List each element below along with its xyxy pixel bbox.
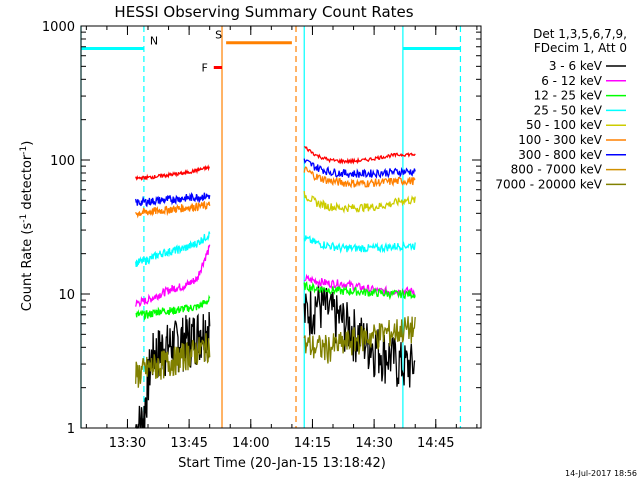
render-timestamp: 14-Jul-2017 18:56 [565,469,637,478]
legend-label-3: 25 - 50 keV [534,103,603,117]
y-axis-label: Count Rate (s-1 detector-1) [19,141,35,312]
y-axis-label-sup-2: -1 [19,146,29,155]
y-axis-label-main: Count Rate (s [20,223,35,312]
y-tick-label-1: 10 [58,288,75,303]
x-tick-label-2: 14:00 [232,436,269,451]
series-line-3-1 [303,235,416,254]
x-tick-label-3: 14:15 [294,436,331,451]
y-tick-label-3: 1000 [42,20,75,35]
legend-label-0: 3 - 6 keV [549,59,603,73]
legend-label-4: 50 - 100 keV [526,118,603,132]
series-line-2-1 [303,281,416,301]
series-line-0-1 [303,283,416,388]
series-line-5-1 [303,166,416,189]
series-line-6-0 [135,191,211,208]
plot-frame [80,25,482,429]
plot-area: N S F 1 10 100 1000 13:30 13:45 14:00 14:15 14:30 14… [42,20,482,451]
legend-header-line-1: Det 1,3,5,6,7,9, [533,27,627,41]
legend-label-8: 7000 - 20000 keV [495,177,602,191]
y-axis-label-sup-1: -1 [19,214,29,223]
series-line-2-0 [135,294,211,321]
y-tick-label-2: 100 [50,154,75,169]
series-line-red-top-0 [135,164,210,181]
series-line-6-1 [303,158,416,179]
legend-label-1: 6 - 12 keV [541,74,603,88]
y-tick-label-0: 1 [67,422,75,437]
series-line-4-0 [303,191,416,214]
x-axis-label: Start Time (20-Jan-15 13:18:42) [178,456,386,471]
series-line-8-1 [303,316,416,364]
series-line-5-0 [135,200,211,219]
y-axis-label-end: ) [20,141,35,146]
legend-label-6: 300 - 800 keV [518,148,602,162]
legend-header-line-2: FDecim 1, Att 0 [534,41,627,55]
y-axis-label-mid: detector [20,154,35,214]
legend-label-5: 100 - 300 keV [518,133,602,147]
x-tick-label-0: 13:30 [109,436,146,451]
flag-label-f: F [201,62,207,75]
series-line-red-top-1 [304,146,416,165]
chart-title: HESSI Observing Summary Count Rates [114,3,413,21]
x-tick-label-4: 14:30 [355,436,392,451]
series-line-3-0 [135,231,211,268]
flag-label-n: N [150,34,158,47]
flag-label-s: S [215,29,222,42]
x-tick-label-5: 14:45 [417,436,454,451]
x-tick-label-1: 13:45 [170,436,207,451]
legend-label-7: 800 - 7000 keV [511,163,603,177]
series-line-1-0 [135,244,211,308]
legend-label-2: 12 - 25 keV [534,89,603,103]
series-line-8-0 [135,333,211,388]
